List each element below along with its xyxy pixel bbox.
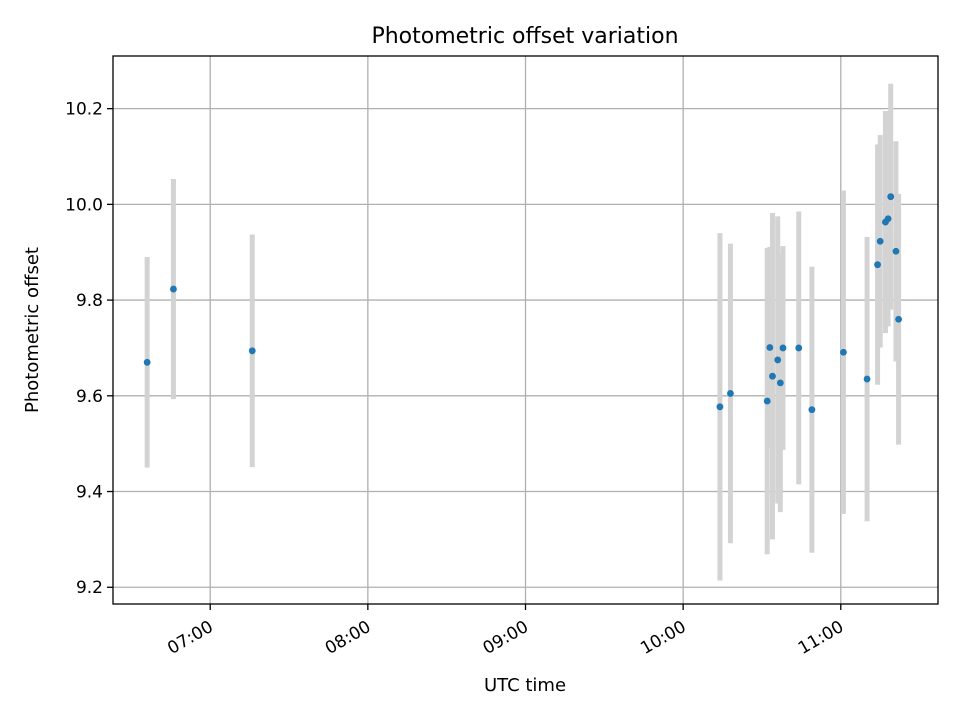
y-tick-label: 9.8 [76,291,103,311]
y-axis-label: Photometric offset [22,247,43,413]
data-point [840,348,847,356]
x-tick-label: 10:00 [637,617,689,659]
x-axis: 07:00 08:00 09:00 10:00 11:00 [164,604,847,659]
data-point [170,285,177,293]
x-tick-label: 11:00 [795,617,847,659]
y-tick-label: 10.0 [65,195,103,215]
data-point [808,406,816,414]
x-tick-label: 09:00 [480,617,532,659]
data-point [143,358,151,366]
data-point [863,375,871,383]
data-point [876,237,884,245]
y-axis: 9.2 9.4 9.6 9.8 10.0 10.2 [65,100,113,598]
data-point [248,347,256,355]
grid [113,56,938,604]
data-point [776,379,784,387]
data-points [143,193,902,414]
chart-title: Photometric offset variation [371,24,678,49]
data-point [763,397,771,405]
data-point [766,344,774,351]
data-point [727,390,734,397]
y-tick-label: 10.2 [65,100,103,120]
x-tick-label: 07:00 [164,617,216,659]
x-axis-label: UTC time [484,675,566,696]
data-point [892,247,900,255]
data-point [884,215,892,223]
data-point [874,261,881,269]
error-bars [144,83,902,581]
data-point [779,344,787,352]
data-point [887,193,895,201]
x-tick-label: 08:00 [322,617,374,659]
data-point [795,344,803,352]
data-point [774,356,782,364]
y-tick-label: 9.4 [76,483,103,503]
data-point [895,315,902,323]
data-point [716,403,724,411]
y-tick-label: 9.2 [76,578,103,598]
y-tick-label: 9.6 [76,387,103,407]
data-point [769,372,776,380]
